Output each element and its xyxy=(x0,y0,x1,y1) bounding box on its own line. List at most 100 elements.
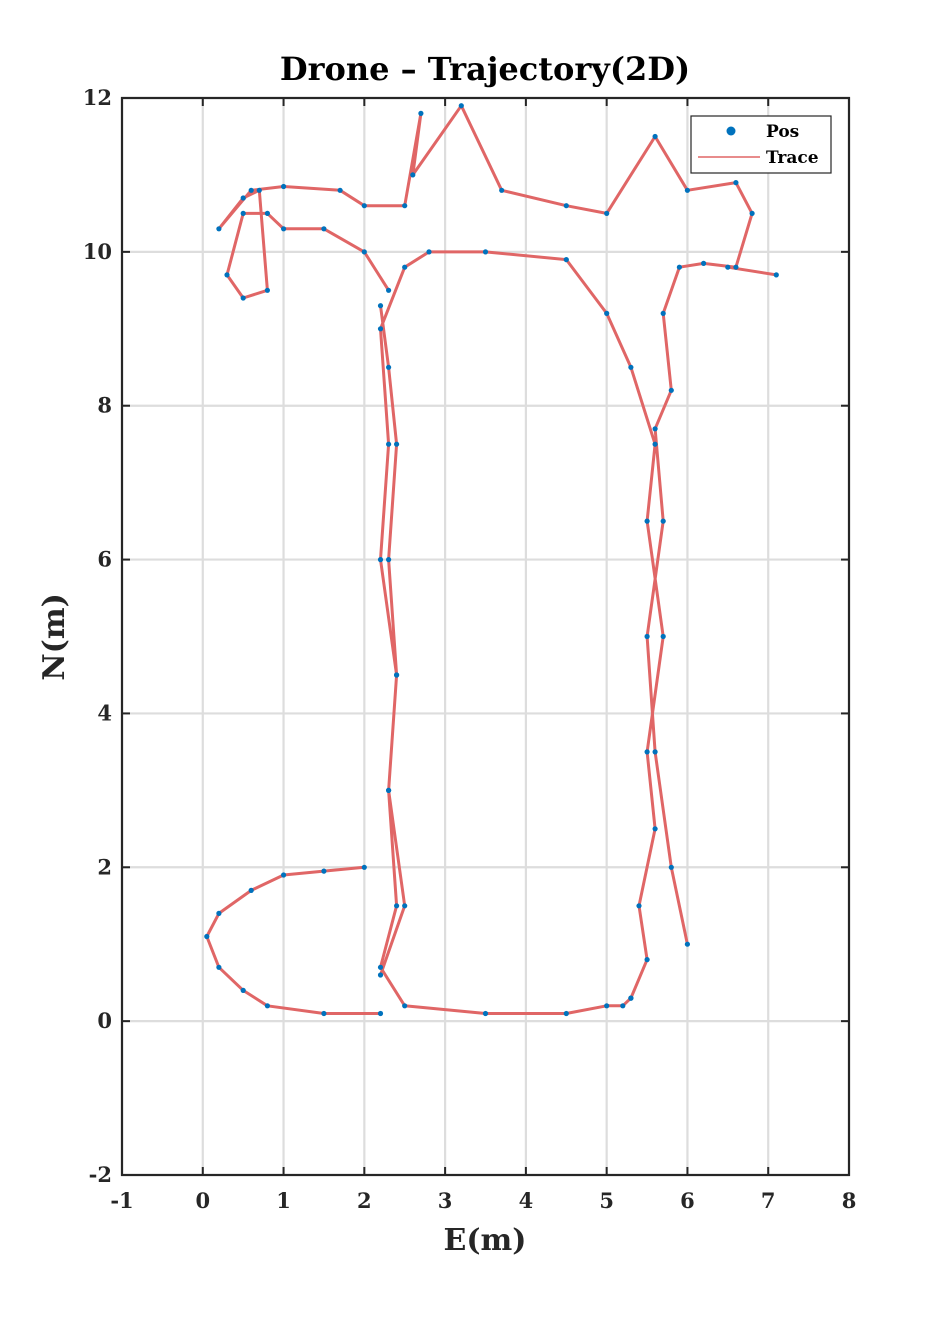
pos-point xyxy=(216,964,222,970)
pos-layer xyxy=(204,103,779,1017)
legend: Pos Trace xyxy=(690,115,832,174)
pos-point xyxy=(733,180,739,186)
y-tick-label: -2 xyxy=(89,1162,112,1187)
pos-point xyxy=(394,903,400,909)
pos-point xyxy=(660,633,666,640)
pos-point xyxy=(458,103,464,109)
pos-point xyxy=(628,364,634,370)
pos-point xyxy=(652,441,658,447)
pos-point xyxy=(386,557,392,563)
x-axis-label: E(m) xyxy=(444,1223,527,1258)
pos-point xyxy=(377,972,384,978)
legend-trace-label: Trace xyxy=(766,148,819,168)
pos-point xyxy=(204,933,210,940)
pos-point xyxy=(386,787,392,794)
pos-point xyxy=(264,287,270,293)
axis-ticks xyxy=(121,97,850,1176)
pos-point xyxy=(636,903,642,909)
pos-point xyxy=(684,187,691,193)
pos-point xyxy=(402,1003,408,1009)
pos-point xyxy=(482,1010,489,1017)
pos-point xyxy=(668,864,674,870)
pos-point xyxy=(402,264,408,270)
pos-point xyxy=(216,910,222,917)
pos-point xyxy=(377,964,384,970)
pos-point xyxy=(386,364,392,370)
pos-point xyxy=(644,633,650,640)
x-tick-label: 4 xyxy=(519,1188,534,1213)
chart-title: Drone – Trajectory(2D) xyxy=(280,50,690,88)
pos-point xyxy=(321,868,327,874)
pos-point xyxy=(652,133,658,140)
pos-point xyxy=(386,441,392,447)
pos-point xyxy=(620,1003,626,1009)
pos-point xyxy=(377,326,384,332)
pos-point xyxy=(652,749,658,755)
pos-point xyxy=(240,210,246,216)
pos-point xyxy=(668,387,674,393)
x-tick-label: 3 xyxy=(438,1188,453,1213)
x-tick-label: 8 xyxy=(842,1188,857,1213)
pos-point xyxy=(361,249,367,255)
x-tick-labels: -1 0 1 2 3 4 5 6 7 8 xyxy=(110,1188,856,1213)
legend-box xyxy=(690,115,832,174)
x-tick-label: 7 xyxy=(761,1188,776,1213)
pos-point xyxy=(361,203,367,209)
pos-point xyxy=(426,249,432,255)
plot-frame xyxy=(120,96,851,1177)
y-tick-labels: -2 0 2 4 6 8 10 12 xyxy=(83,85,112,1187)
pos-point xyxy=(240,195,246,201)
pos-point xyxy=(386,287,392,293)
pos-point xyxy=(377,1010,384,1017)
y-tick-label: 4 xyxy=(97,700,112,725)
pos-point xyxy=(248,187,254,193)
pos-point xyxy=(660,518,666,524)
pos-point xyxy=(402,903,408,909)
pos-point xyxy=(377,303,384,309)
pos-point xyxy=(733,264,739,270)
x-tick-label: 2 xyxy=(357,1188,372,1213)
pos-point xyxy=(652,426,658,432)
pos-point xyxy=(410,172,416,178)
pos-point xyxy=(337,187,343,193)
pos-point xyxy=(394,441,400,447)
pos-point xyxy=(563,203,569,209)
pos-point xyxy=(604,310,610,316)
pos-point xyxy=(644,518,650,524)
pos-point xyxy=(402,203,408,209)
legend-pos-label: Pos xyxy=(766,122,799,142)
y-axis-label: N(m) xyxy=(37,593,72,681)
pos-point xyxy=(321,226,327,232)
pos-point xyxy=(644,957,650,963)
pos-point xyxy=(628,995,634,1001)
y-tick-label: 6 xyxy=(97,547,112,572)
pos-point xyxy=(725,264,731,270)
pos-point xyxy=(216,226,222,232)
pos-point xyxy=(224,272,230,278)
legend-pos-marker xyxy=(726,126,736,136)
pos-point xyxy=(749,210,755,216)
pos-point xyxy=(248,887,254,894)
pos-point xyxy=(264,1003,270,1009)
x-tick-label: 0 xyxy=(195,1188,210,1213)
x-tick-label: 1 xyxy=(276,1188,291,1213)
pos-point xyxy=(604,210,610,216)
pos-point xyxy=(563,257,569,263)
pos-point xyxy=(281,226,287,232)
x-tick-label: -1 xyxy=(110,1188,133,1213)
pos-point xyxy=(321,1010,327,1017)
pos-point xyxy=(240,295,246,301)
y-tick-label: 0 xyxy=(97,1008,112,1033)
pos-point xyxy=(684,941,691,947)
y-tick-label: 12 xyxy=(83,85,112,110)
pos-point xyxy=(482,249,489,255)
pos-point xyxy=(676,264,683,270)
pos-point xyxy=(773,272,779,278)
y-tick-label: 2 xyxy=(97,854,112,879)
x-tick-label: 6 xyxy=(680,1188,695,1213)
pos-point xyxy=(256,187,262,193)
y-tick-label: 8 xyxy=(97,393,112,418)
pos-point xyxy=(499,187,505,193)
pos-point xyxy=(563,1010,569,1017)
pos-point xyxy=(377,557,384,563)
